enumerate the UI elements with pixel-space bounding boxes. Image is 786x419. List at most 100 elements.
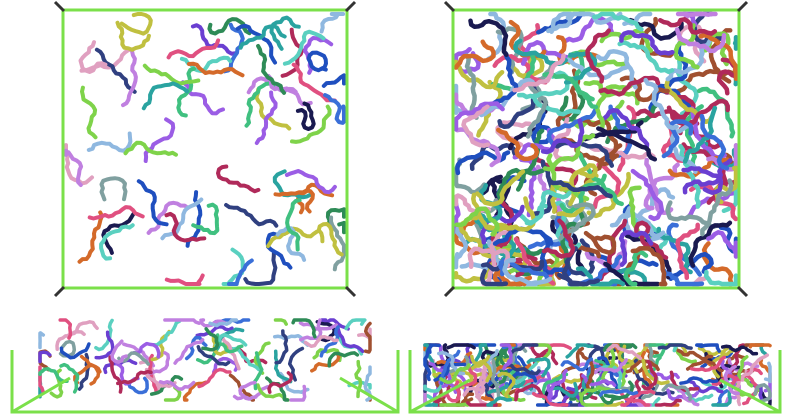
polymer-chain xyxy=(547,368,568,403)
polymer-chain xyxy=(740,353,770,382)
polymer-chain xyxy=(541,218,576,259)
polymer-chain xyxy=(80,85,98,140)
polymer-chain xyxy=(546,108,598,149)
polymer-chain xyxy=(320,318,350,331)
polymer-chain xyxy=(634,220,669,260)
polymer-chain xyxy=(550,219,586,272)
polymer-chain xyxy=(487,379,526,395)
polymer-chain xyxy=(323,93,346,125)
polymer-chain xyxy=(673,23,700,70)
polymer-chain xyxy=(617,40,675,75)
polymer-chain xyxy=(310,351,341,373)
polymer-chain xyxy=(475,169,526,207)
polymer-chain xyxy=(598,75,661,97)
polymer-chain xyxy=(265,230,293,270)
polymer-chain xyxy=(79,47,135,73)
polymer-chain xyxy=(272,333,310,347)
polymer-chain xyxy=(38,350,52,364)
polymer-chain xyxy=(703,269,739,287)
polymer-chain xyxy=(624,233,672,280)
polymer-chain xyxy=(565,343,594,359)
polymer-chain xyxy=(695,343,721,353)
polymer-chain xyxy=(439,349,461,385)
polymer-chain xyxy=(676,348,714,361)
polymer-chain xyxy=(119,12,153,36)
polymer-chain xyxy=(453,101,505,132)
polymer-chain xyxy=(142,63,201,86)
polymer-chain xyxy=(675,222,700,281)
polymer-chain xyxy=(254,87,292,131)
polymer-chain xyxy=(453,59,505,90)
polymer-chain xyxy=(238,380,258,401)
polymer-chain xyxy=(576,385,611,403)
polymer-chain xyxy=(163,385,182,402)
polymer-chain xyxy=(563,14,615,44)
polymer-chain xyxy=(641,359,658,391)
polymer-chain xyxy=(195,325,234,338)
polymer-chain xyxy=(583,230,617,256)
polymer-chain xyxy=(454,206,500,237)
polymer-chain xyxy=(197,367,232,389)
polymer-chain xyxy=(732,34,739,51)
polymer-chain xyxy=(470,354,493,383)
polymer-chain xyxy=(557,272,587,287)
polymer-chain xyxy=(688,220,733,268)
polymer-chain xyxy=(164,273,205,286)
polymer-chain xyxy=(123,140,178,157)
polymer-chain xyxy=(163,318,201,325)
polymer-chain xyxy=(674,27,727,54)
polymer-chain xyxy=(337,220,346,235)
polymer-chain xyxy=(306,50,328,73)
polymer-chain xyxy=(244,81,276,128)
polymer-chain xyxy=(273,349,293,384)
polymer-chain xyxy=(275,225,307,262)
polymer-chain xyxy=(316,222,344,257)
polymer-chain xyxy=(321,73,346,88)
polymer-chain xyxy=(38,365,45,394)
polymer-chain xyxy=(630,245,668,287)
polymer-chain xyxy=(285,198,302,252)
polymer-chain xyxy=(466,401,498,407)
polymer-chain xyxy=(596,126,658,162)
polymer-chain xyxy=(723,364,740,396)
polymer-chain xyxy=(199,318,226,328)
polymer-chain xyxy=(439,402,470,407)
polymer-chain xyxy=(592,11,644,32)
polymer-chain xyxy=(141,81,189,111)
polymer-chain xyxy=(540,118,585,155)
polymer-chain xyxy=(144,367,177,389)
polymer-chain xyxy=(539,231,572,277)
polymer-chain xyxy=(525,79,549,139)
bottom-right-box xyxy=(408,350,782,414)
polymer-chain xyxy=(578,152,624,207)
polymer-chain xyxy=(643,77,679,131)
polymer-chain xyxy=(763,361,772,384)
polymer-chain xyxy=(609,212,666,239)
polymer-chain xyxy=(481,230,511,287)
polymer-chain xyxy=(503,363,541,376)
polymer-chain xyxy=(319,12,346,34)
polymer-chain xyxy=(77,210,104,264)
polymer-chain xyxy=(599,28,654,53)
polymer-chain xyxy=(496,127,540,162)
polymer-chain xyxy=(117,351,150,366)
polymer-chain xyxy=(497,371,516,400)
polymer-chain xyxy=(575,266,626,287)
polymer-chain xyxy=(274,329,289,365)
polymer-chain xyxy=(423,344,433,382)
polymer-chain xyxy=(289,384,307,402)
polymer-chain xyxy=(668,251,714,282)
polymer-chain xyxy=(214,332,248,347)
polymer-chain xyxy=(534,370,553,398)
polymer-chain xyxy=(547,178,613,199)
polymer-chain xyxy=(101,212,136,255)
polymer-chain xyxy=(329,215,346,272)
polymer-chain xyxy=(720,344,759,356)
bottom-left-box xyxy=(10,350,400,414)
polymer-chain xyxy=(496,167,545,204)
polymer-chain xyxy=(284,169,337,195)
corner xyxy=(344,0,357,13)
polymer-chain xyxy=(498,258,550,283)
polymer-chain xyxy=(595,49,638,90)
